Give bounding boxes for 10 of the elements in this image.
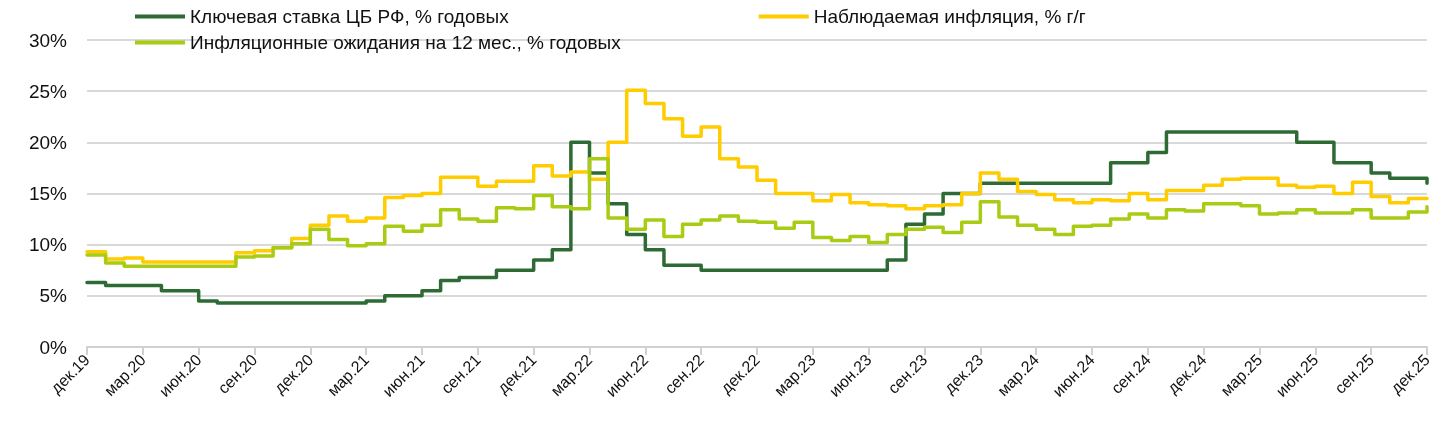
y-tick-label: 0% (39, 336, 68, 358)
legend-label: Наблюдаемая инфляция, % г/г (813, 6, 1086, 27)
y-tick-label: 25% (28, 80, 68, 102)
y-tick-label: 10% (28, 234, 68, 256)
y-tick-label: 15% (28, 183, 68, 204)
y-tick-label: 30% (28, 29, 68, 51)
y-tick-label: 20% (28, 131, 68, 153)
legend-label: Инфляционные ожидания на 12 мес., % годовых (190, 32, 622, 53)
y-tick-label: 5% (39, 285, 68, 307)
legend-label: Ключевая ставка ЦБ РФ, % годовых (190, 6, 510, 27)
